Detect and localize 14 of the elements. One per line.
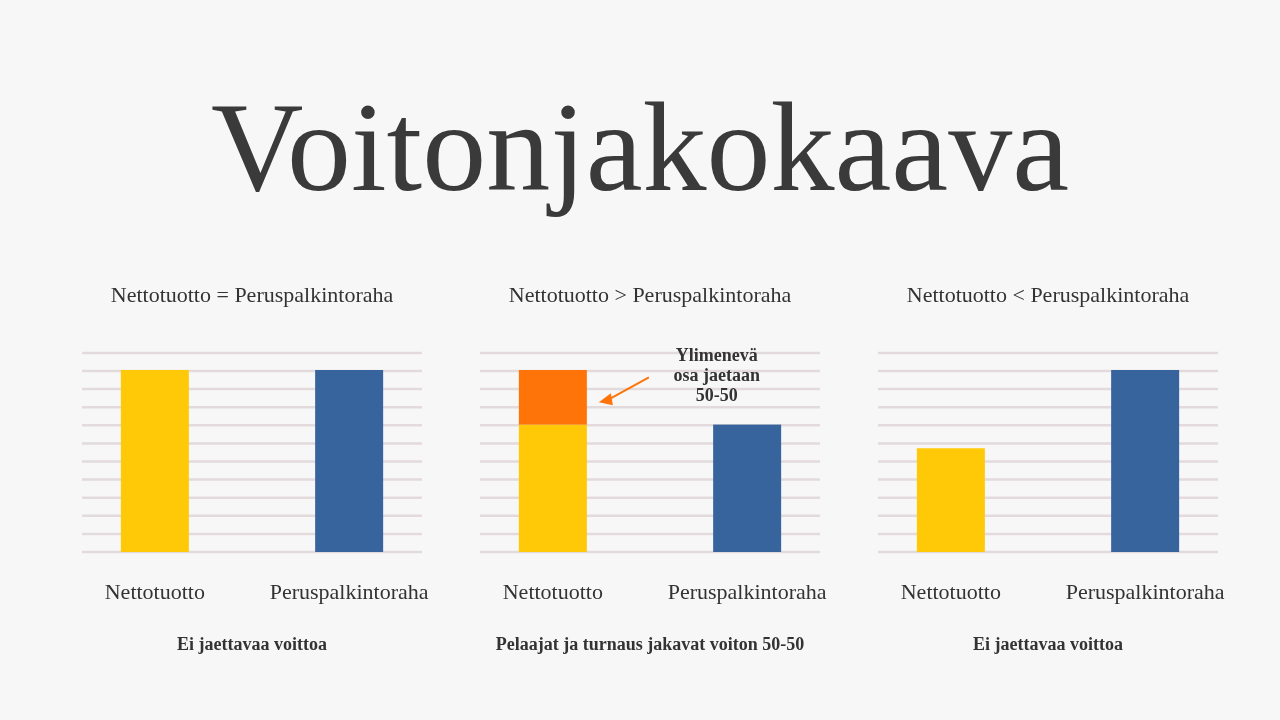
text: Ei jaettavaa voittoa	[177, 634, 327, 654]
chart-title: Voitonjakokaava	[211, 76, 1069, 218]
annotation: Ylimenevä osa jaetaan 50-50	[673, 345, 761, 406]
x-tick-label: Peruspalkintoraha	[1065, 579, 1225, 604]
chart-subtitle: Nettotuotto < Peruspalkintoraha	[906, 282, 1190, 307]
text: Pelaajat ja turnaus jakavat voiton 50-50	[495, 634, 805, 654]
x-tick-label: Nettotuotto	[900, 579, 1001, 604]
x-tick-label: Nettotuotto	[502, 579, 603, 604]
x-tick-label: Peruspalkintoraha	[269, 579, 429, 604]
x-tick-label: Peruspalkintoraha	[667, 579, 827, 604]
chart-subtitle: Nettotuotto > Peruspalkintoraha	[508, 282, 792, 307]
text: Ei jaettavaa voittoa	[973, 634, 1123, 654]
x-tick-label: Nettotuotto	[104, 579, 205, 604]
chart-subtitle: Nettotuotto = Peruspalkintoraha	[110, 282, 394, 307]
